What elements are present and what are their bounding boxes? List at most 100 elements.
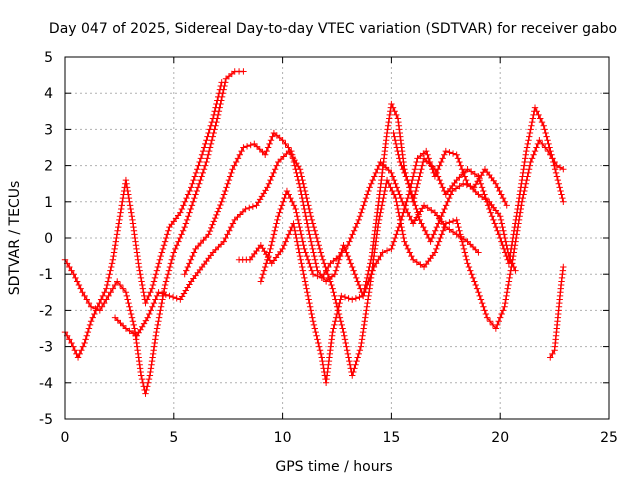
- data-point: [388, 169, 395, 177]
- data-point: [523, 147, 530, 155]
- series-track-7: [390, 129, 510, 245]
- data-point: [503, 202, 510, 209]
- y-tick-label: 2: [44, 159, 53, 175]
- data-point: [166, 292, 173, 300]
- data-point: [114, 278, 121, 285]
- data-point: [401, 238, 408, 245]
- data-point: [409, 256, 417, 263]
- data-point: [442, 147, 449, 155]
- data-point: [275, 213, 282, 220]
- data-point: [87, 303, 95, 310]
- data-point: [388, 245, 395, 253]
- y-tick-label: 0: [44, 231, 53, 247]
- interpolated-markers: [239, 149, 517, 383]
- data-point: [275, 158, 282, 166]
- data-point: [111, 314, 119, 321]
- data-point: [240, 144, 247, 151]
- interpolated-markers: [63, 68, 243, 394]
- data-point: [492, 325, 500, 332]
- data-point: [105, 292, 112, 300]
- y-tick-label: 1: [44, 195, 53, 211]
- x-tick-label: 10: [274, 430, 292, 446]
- data-point: [218, 198, 225, 205]
- y-tick-label: -4: [39, 376, 53, 392]
- data-point: [357, 343, 365, 350]
- data-point: [318, 252, 325, 260]
- data-point: [483, 314, 491, 321]
- data-point: [148, 285, 156, 292]
- data-point: [486, 205, 493, 213]
- interpolated-markers: [391, 133, 509, 242]
- data-point: [290, 220, 297, 227]
- y-tick-label: -2: [39, 303, 53, 319]
- x-tick-label: 20: [491, 430, 509, 446]
- data-point: [453, 151, 460, 158]
- data-point: [181, 223, 188, 231]
- data-point: [309, 318, 317, 325]
- data-point: [266, 249, 273, 256]
- data-point: [257, 278, 265, 285]
- y-tick-label: -3: [39, 340, 53, 356]
- data-point: [349, 296, 356, 303]
- data-point: [427, 238, 434, 245]
- data-point: [453, 231, 460, 238]
- data-point: [142, 390, 149, 397]
- data-point: [242, 205, 249, 213]
- data-point: [153, 328, 160, 336]
- data-point: [288, 147, 295, 155]
- data-point: [399, 198, 406, 205]
- data-point: [379, 249, 386, 256]
- data-point: [349, 372, 356, 379]
- data-point: [161, 281, 169, 289]
- data-point: [460, 180, 467, 187]
- data-point: [261, 151, 269, 158]
- series-track-6: [257, 158, 482, 285]
- data-point: [560, 198, 567, 205]
- chart-title: Day 047 of 2025, Sidereal Day-to-day VTE…: [49, 21, 617, 37]
- data-point: [283, 187, 291, 195]
- data-point: [129, 216, 136, 224]
- series-track-8: [547, 263, 567, 361]
- data-point: [305, 227, 312, 234]
- y-tick-label: 4: [44, 86, 53, 102]
- data-point: [74, 354, 82, 361]
- data-point: [405, 180, 413, 187]
- data-point: [157, 252, 164, 260]
- y-tick-label: 3: [44, 122, 53, 138]
- data-point: [292, 205, 299, 213]
- data-point: [388, 100, 395, 108]
- data-point: [203, 158, 210, 166]
- data-point: [188, 184, 195, 191]
- data-point: [390, 129, 397, 137]
- data-point: [464, 166, 471, 173]
- data-point: [396, 220, 404, 227]
- data-point: [94, 303, 101, 310]
- data-point: [103, 285, 110, 292]
- data-point: [560, 166, 567, 173]
- data-point: [366, 184, 373, 191]
- data-point: [536, 137, 543, 144]
- data-point: [229, 166, 236, 173]
- data-point: [329, 285, 336, 292]
- data-point: [192, 191, 199, 198]
- series-track-1: [61, 68, 247, 397]
- data-point: [464, 238, 471, 245]
- data-point: [501, 303, 508, 310]
- y-tick-label: 5: [44, 50, 53, 66]
- data-point: [540, 122, 547, 129]
- data-point: [122, 289, 130, 296]
- data-point: [344, 242, 352, 249]
- data-point: [431, 173, 439, 180]
- data-point: [87, 318, 95, 325]
- data-point: [475, 249, 482, 256]
- data-point: [198, 151, 206, 158]
- data-point: [251, 140, 258, 148]
- data-point: [146, 372, 154, 379]
- data-point: [309, 271, 317, 278]
- series-track-2: [61, 79, 225, 361]
- data-point: [349, 263, 356, 271]
- data-point: [135, 263, 143, 271]
- data-point: [122, 325, 130, 332]
